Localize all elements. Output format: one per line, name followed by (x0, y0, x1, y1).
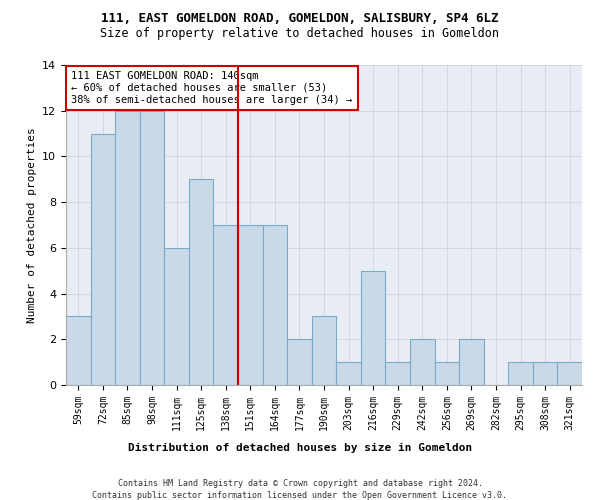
Text: Distribution of detached houses by size in Gomeldon: Distribution of detached houses by size … (128, 442, 472, 452)
Bar (189, 180, 214, 385)
Bar (336, 362, 361, 385)
Bar (312, 316, 336, 385)
Bar (434, 362, 459, 385)
Bar (410, 340, 434, 385)
Bar (459, 340, 484, 385)
Bar (91, 134, 115, 385)
Text: 111, EAST GOMELDON ROAD, GOMELDON, SALISBURY, SP4 6LZ: 111, EAST GOMELDON ROAD, GOMELDON, SALIS… (101, 12, 499, 26)
Text: Contains HM Land Registry data © Crown copyright and database right 2024.: Contains HM Land Registry data © Crown c… (118, 479, 482, 488)
Bar (115, 110, 140, 385)
Bar (164, 248, 189, 385)
Bar (508, 362, 533, 385)
Bar (557, 362, 582, 385)
Y-axis label: Number of detached properties: Number of detached properties (26, 127, 37, 323)
Bar (361, 270, 385, 385)
Bar (140, 110, 164, 385)
Bar (287, 340, 312, 385)
Bar (214, 225, 238, 385)
Bar (238, 225, 263, 385)
Bar (263, 225, 287, 385)
Text: Size of property relative to detached houses in Gomeldon: Size of property relative to detached ho… (101, 28, 499, 40)
Bar (533, 362, 557, 385)
Bar (385, 362, 410, 385)
Text: 111 EAST GOMELDON ROAD: 140sqm
← 60% of detached houses are smaller (53)
38% of : 111 EAST GOMELDON ROAD: 140sqm ← 60% of … (71, 72, 352, 104)
Bar (66, 316, 91, 385)
Text: Contains public sector information licensed under the Open Government Licence v3: Contains public sector information licen… (92, 491, 508, 500)
